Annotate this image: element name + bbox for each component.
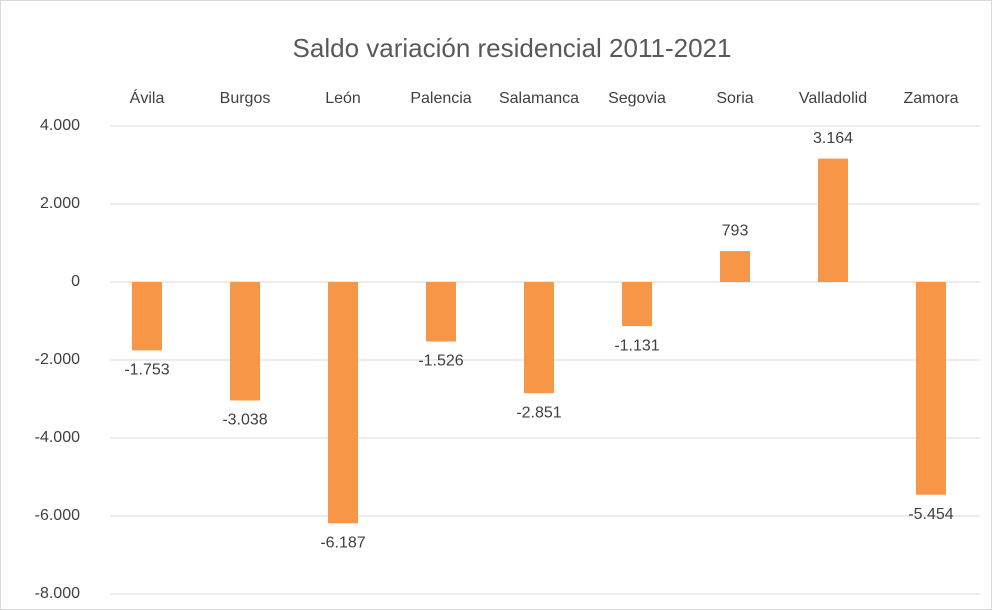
x-tick-label: Zamora (903, 90, 958, 107)
bar (426, 282, 456, 342)
data-label: 3.164 (813, 130, 853, 147)
data-label: -3.038 (222, 412, 267, 429)
bar (720, 251, 750, 282)
data-label: -2.851 (516, 404, 561, 421)
x-tick-label: Valladolid (799, 90, 867, 107)
y-tick-label: 4.000 (40, 117, 80, 134)
chart-title: Saldo variación residencial 2011-2021 (293, 33, 732, 63)
x-tick-label: Segovia (608, 90, 666, 107)
bar (328, 282, 358, 524)
x-tick-label: Ávila (130, 88, 165, 107)
bar (916, 282, 946, 495)
y-tick-label: 0 (71, 273, 80, 290)
x-tick-label: Salamanca (499, 90, 579, 107)
bar (818, 158, 848, 282)
bar (524, 282, 554, 394)
bar (230, 282, 260, 401)
data-label: -1.131 (614, 337, 659, 354)
y-tick-label: -6.000 (35, 507, 80, 524)
y-tick-label: -4.000 (35, 429, 80, 446)
y-tick-label: -8.000 (35, 585, 80, 602)
data-label: -5.454 (908, 506, 953, 523)
data-label: -6.187 (320, 535, 365, 552)
x-tick-label: Palencia (410, 90, 471, 107)
y-tick-label: -2.000 (35, 351, 80, 368)
bar (132, 282, 162, 351)
y-tick-label: 2.000 (40, 195, 80, 212)
bar (622, 282, 652, 327)
data-label: 793 (722, 222, 749, 239)
data-label: -1.753 (124, 362, 169, 379)
x-tick-label: Burgos (220, 90, 271, 107)
data-label: -1.526 (418, 353, 463, 370)
x-tick-label: Soria (716, 90, 753, 107)
x-tick-label: León (325, 90, 361, 107)
